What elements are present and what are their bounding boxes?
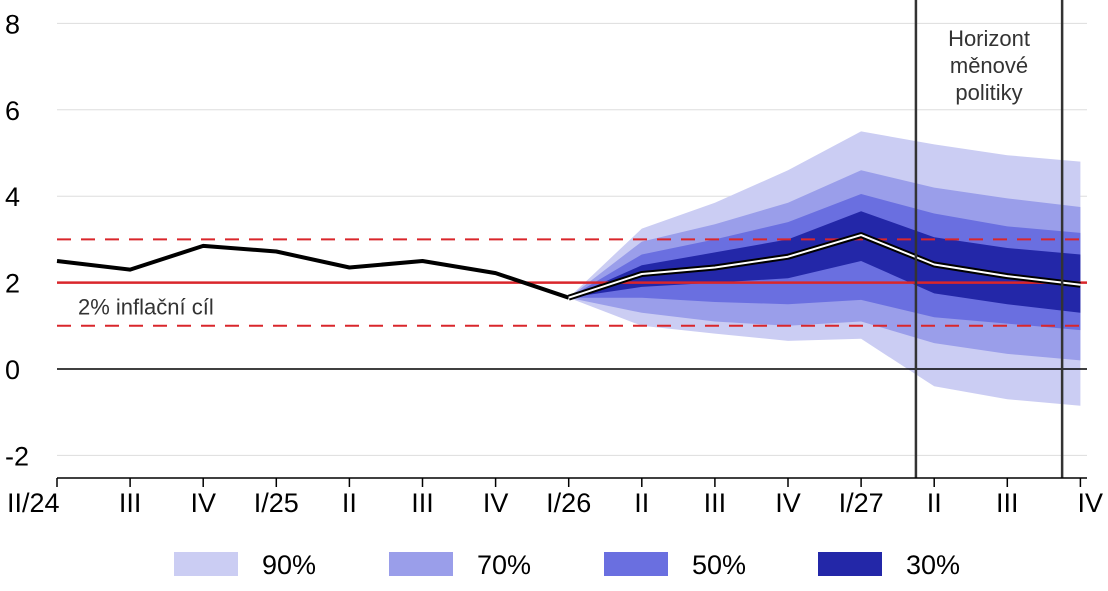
y-tick-label: -2	[5, 441, 29, 471]
legend-swatch	[818, 552, 882, 576]
fan-band-30pct	[568, 211, 1081, 313]
x-tick-label: II/24	[7, 488, 60, 518]
x-tick-label: IV	[483, 488, 509, 518]
x-tick-label: IV	[775, 488, 801, 518]
legend-swatch	[389, 552, 453, 576]
fan-bands	[568, 131, 1081, 406]
legend-label: 90%	[262, 550, 316, 580]
x-tick-label: III	[996, 488, 1019, 518]
x-tick-label: III	[411, 488, 434, 518]
legend-label: 30%	[906, 550, 960, 580]
x-tick-label: I/27	[839, 488, 884, 518]
x-tick-label: IV	[190, 488, 216, 518]
x-tick-label: I/25	[254, 488, 299, 518]
y-tick-label: 4	[5, 182, 20, 212]
horizon-label-line: měnové	[950, 53, 1028, 78]
x-tick-label: II	[342, 488, 357, 518]
legend-label: 70%	[477, 550, 531, 580]
horizon-label-line: politiky	[955, 80, 1022, 105]
horizon-label-line: Horizont	[948, 26, 1030, 51]
legend-label: 50%	[692, 550, 746, 580]
y-tick-label: 2	[5, 269, 20, 299]
x-axis: II/24 III IV I/25 II III IV I/26 II III IV I/27 II II…	[7, 477, 1103, 518]
inflation-series	[56, 232, 1081, 301]
legend-swatch	[604, 552, 668, 576]
legend: 90% 70% 50% 30%	[174, 550, 960, 580]
y-axis-ticks: -2 0 2 4 6 8	[5, 9, 29, 471]
x-tick-label: III	[704, 488, 727, 518]
legend-swatch	[174, 552, 238, 576]
x-tick-label: III	[119, 488, 142, 518]
y-tick-label: 8	[5, 9, 20, 39]
x-tick-label: II	[927, 488, 942, 518]
x-tick-label: I/26	[546, 488, 591, 518]
historical-line	[56, 243, 570, 300]
y-tick-label: 0	[5, 355, 20, 385]
x-tick-label: II	[634, 488, 649, 518]
forecast-line	[568, 234, 1081, 299]
y-tick-label: 6	[5, 96, 20, 126]
target-label: 2% inflační cíl	[78, 295, 214, 320]
x-tick-label: IV	[1077, 488, 1103, 518]
